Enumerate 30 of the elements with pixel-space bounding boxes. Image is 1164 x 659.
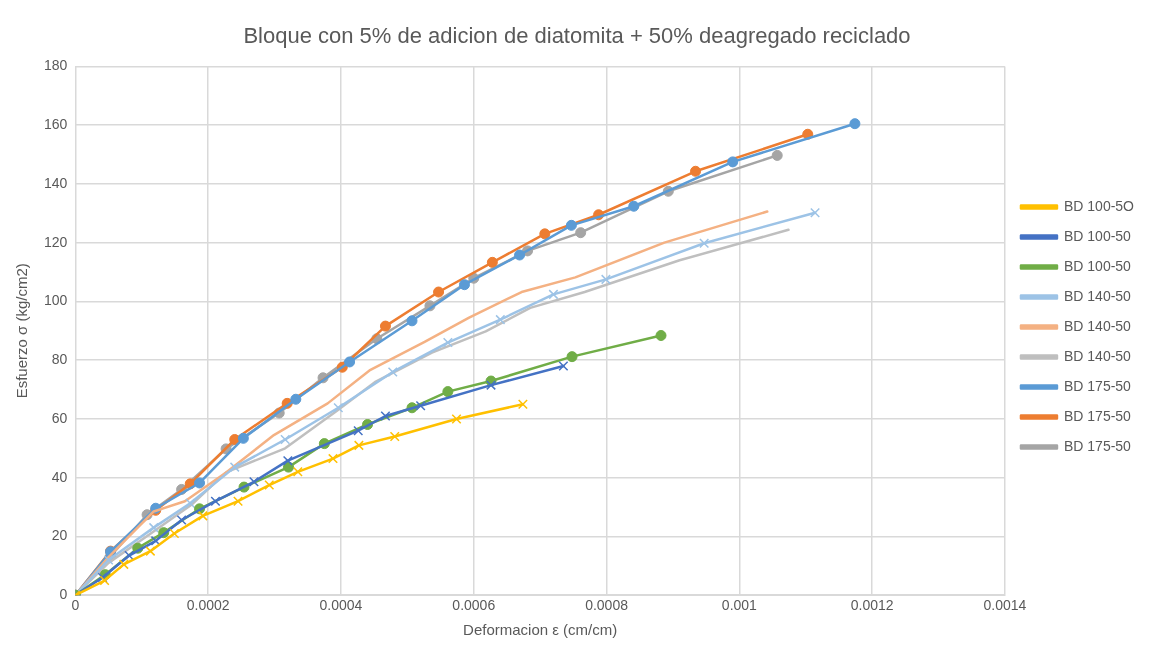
x-axis-title: Deformacion ε (cm/cm) <box>463 621 618 639</box>
y-axis-title: Esfuerzo σ (kg/cm2) <box>13 263 31 399</box>
legend-label: BD 140-50 <box>1063 347 1132 364</box>
y-tick-label: 20 <box>51 527 68 544</box>
legend-label: BD 175-50 <box>1063 437 1132 454</box>
legend-label: BD 100-5O <box>1063 197 1135 214</box>
legend-label: BD 140-50 <box>1063 287 1132 304</box>
x-tick-label: 0.001 <box>721 597 758 614</box>
y-tick-label: 60 <box>51 409 68 426</box>
y-tick-label: 180 <box>44 57 68 74</box>
y-tick-label: 80 <box>51 351 68 368</box>
x-tick-label: 0.0004 <box>319 597 363 614</box>
y-tick-label: 160 <box>44 116 68 133</box>
y-tick-label: 140 <box>44 174 68 191</box>
legend-label: BD 175-50 <box>1063 377 1132 394</box>
chart-title: Bloque con 5% de adicion de diatomita + 50% deagregado reciclado <box>243 23 911 49</box>
y-tick-label: 100 <box>44 292 68 309</box>
y-tick-label: 40 <box>51 468 68 485</box>
x-tick-label: 0.0002 <box>186 597 230 614</box>
y-tick-label: 0 <box>59 586 68 603</box>
legend-label: BD 175-50 <box>1063 407 1132 424</box>
y-tick-label: 120 <box>44 233 68 250</box>
x-tick-label: 0 <box>71 597 80 614</box>
x-tick-label: 0.0008 <box>585 597 629 614</box>
x-tick-label: 0.0014 <box>983 597 1027 614</box>
legend-label: BD 100-50 <box>1063 227 1132 244</box>
legend-label: BD 140-50 <box>1063 317 1132 334</box>
legend-label: BD 100-50 <box>1063 257 1132 274</box>
x-tick-label: 0.0006 <box>452 597 496 614</box>
x-tick-label: 0.0012 <box>850 597 894 614</box>
